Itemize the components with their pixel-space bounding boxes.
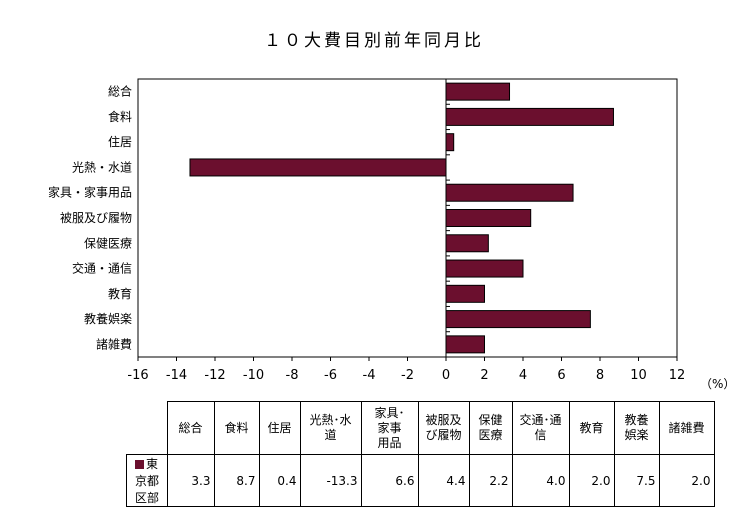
x-tick-label: -4 (363, 368, 376, 383)
table-column-header: 交通･通信 (511, 401, 570, 455)
table-corner (126, 401, 168, 455)
table-cell: 2.0 (658, 454, 715, 507)
category-label: 保健医療 (84, 236, 132, 250)
x-tick-label: -2 (401, 368, 414, 383)
x-tick-label: 8 (596, 368, 604, 383)
table-cell: 0.4 (258, 454, 301, 507)
bar (445, 284, 485, 303)
table-column-header: 諸雑費 (658, 401, 715, 455)
x-tick-label: 6 (557, 368, 565, 383)
x-tick-label: -10 (243, 368, 264, 383)
table-cell: 2.2 (468, 454, 513, 507)
x-tick-label: 0 (442, 368, 450, 383)
table-column-header: 光熱･水道 (299, 401, 362, 455)
x-tick-label: 4 (519, 368, 527, 383)
category-label: 家具・家事用品 (48, 185, 132, 200)
bar (445, 209, 532, 227)
table-cell: -13.3 (299, 454, 362, 507)
category-label: 住居 (108, 135, 132, 149)
chart-title: １０大費目別前年同月比 (264, 31, 484, 51)
table-cell: 7.5 (613, 454, 660, 507)
table-column-header: 家具･ 家事 用品 (360, 401, 419, 455)
x-tick-label: -8 (286, 368, 299, 383)
category-label: 教育 (108, 286, 132, 301)
table-column-header: 保健 医療 (468, 401, 513, 455)
data-table: 総合 食料 住居 光熱･水道家具･ 家事 用品 被服及 び履物 保健 医療 交通･通信教育 教養 娯楽諸… (126, 401, 715, 507)
bar (445, 310, 591, 329)
table-column-header: 住居 (258, 401, 301, 455)
bar-chart: -16 -14 -12 -10 -8 -6 -4 -2 0 2 4 6 8 10 12 総合食料住居光熱・水道… (48, 78, 686, 383)
bar (445, 107, 614, 126)
table-cell: 8.7 (213, 454, 260, 507)
row-label: 東京都区部 (126, 454, 168, 507)
x-tick-label: 12 (669, 368, 686, 383)
x-tick-label: -12 (204, 368, 225, 383)
bar (445, 133, 455, 152)
category-label: 総合 (108, 84, 132, 99)
bar (445, 335, 485, 354)
bar (445, 234, 489, 253)
category-label: 諸雑費 (96, 336, 132, 351)
bar (189, 158, 447, 177)
category-label: 食料 (108, 109, 132, 124)
category-label: 教養娯楽 (84, 311, 132, 326)
table-column-header: 食料 (213, 401, 260, 455)
x-tick-label: 2 (480, 368, 488, 383)
legend-swatch (135, 460, 144, 469)
x-tick-label: -16 (127, 368, 148, 383)
table-cell: 6.6 (360, 454, 419, 507)
bar (445, 82, 511, 101)
table-column-header: 総合 (166, 401, 215, 455)
table-cell: 4.4 (417, 454, 470, 507)
table-row: 東京都区部 3.3 8.7 0.4 -13.3 6.6 4.4 2.2 4.0 2.0 7.5 2.0 (126, 454, 715, 507)
category-label: 被服及び履物 (60, 211, 132, 225)
bar (445, 183, 574, 202)
category-label: 交通・通信 (72, 261, 132, 276)
table-column-header: 被服及 び履物 (417, 401, 470, 455)
table-cell: 2.0 (568, 454, 615, 507)
x-tick-label: -6 (324, 368, 337, 383)
table-cell: 4.0 (511, 454, 570, 507)
x-tick-label: 10 (630, 368, 647, 383)
table-column-header: 教育 (568, 401, 615, 455)
x-tick-label: -14 (166, 368, 187, 383)
x-unit-label: （%） (700, 377, 736, 391)
bar (445, 259, 524, 278)
category-label: 光熱・水道 (72, 160, 132, 174)
table-header-row: 総合 食料 住居 光熱･水道家具･ 家事 用品 被服及 び履物 保健 医療 交通･通信教育 教養 娯楽諸… (126, 401, 715, 455)
table-column-header: 教養 娯楽 (613, 401, 660, 455)
table-cell: 3.3 (166, 454, 215, 507)
